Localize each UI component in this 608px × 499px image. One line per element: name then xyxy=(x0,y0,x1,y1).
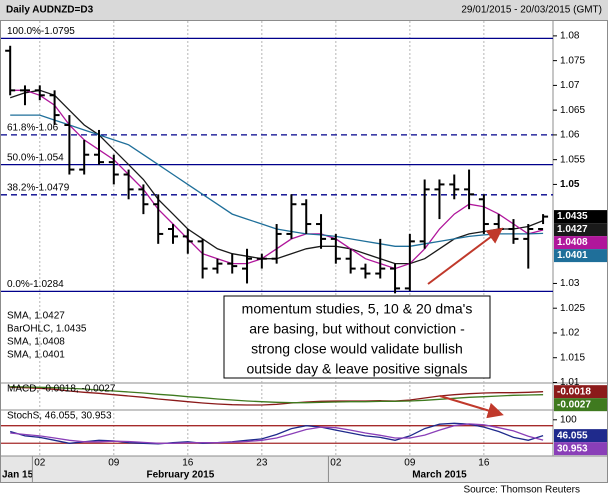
level-label: 50.0%-1.054 xyxy=(7,152,64,163)
y-tick-label: 1.075 xyxy=(560,55,585,66)
month-label: Jan 15 xyxy=(2,470,34,481)
series-line xyxy=(10,423,544,444)
y-tick-label: 1.06 xyxy=(560,130,580,141)
value-box-label: -0.0027 xyxy=(557,399,591,410)
level-label: 38.2%-1.0479 xyxy=(7,182,70,193)
value-box-label: 30.953 xyxy=(557,443,588,454)
x-tick-label: 16 xyxy=(478,458,490,469)
month-label: March 2015 xyxy=(412,470,467,481)
legend-entry: BarOHLC, 1.0435 xyxy=(7,324,87,335)
panel-title: MACD, -0.0018, -0.0027 xyxy=(7,384,116,395)
y-tick-label: 1.065 xyxy=(560,105,585,116)
legend-entry: SMA, 1.0408 xyxy=(7,337,65,348)
value-box xyxy=(554,223,607,237)
y-tick-label: 1.015 xyxy=(560,352,585,363)
annotation-line: outside day & leave positive signals xyxy=(246,361,467,377)
level-label: 0.0%-1.0284 xyxy=(7,279,64,290)
arrow xyxy=(427,227,504,285)
source: Source: Thomson Reuters xyxy=(463,485,580,496)
level-label: 61.8%-1.06 xyxy=(7,123,59,134)
y-tick-label: 1.03 xyxy=(560,278,580,289)
value-box-label: 1.0408 xyxy=(557,237,588,248)
series-line xyxy=(10,386,544,406)
value-box xyxy=(554,398,607,412)
header-bar xyxy=(0,0,608,20)
value-box-label: 46.055 xyxy=(557,430,588,441)
plot-layer: 02 09 16 23 02 09 16 Jan 15 February 2015 March 2… xyxy=(1,21,607,482)
y-tick-label: 1.055 xyxy=(560,154,585,165)
x-tick-label: 09 xyxy=(404,458,416,469)
y-tick-label: 1.08 xyxy=(560,31,580,42)
annotation-line: strong close would validate bullish xyxy=(251,341,463,357)
panel-title: StochS, 46.055, 30.953 xyxy=(7,411,112,422)
value-box-label: 1.0401 xyxy=(557,250,588,261)
value-box xyxy=(554,442,607,456)
chart-title: Daily AUDNZD=D3 xyxy=(6,5,94,16)
legend-entry: SMA, 1.0401 xyxy=(7,350,65,361)
x-axis-band xyxy=(1,456,607,482)
y-tick-label: 1.025 xyxy=(560,303,585,314)
value-box-label: -0.0018 xyxy=(557,386,591,397)
value-box-label: 1.0435 xyxy=(557,211,588,222)
series-line xyxy=(10,386,544,404)
x-tick-label: 02 xyxy=(330,458,342,469)
annotation-box xyxy=(223,295,491,379)
y-tick-label: 1.07 xyxy=(560,80,580,91)
value-box xyxy=(554,236,607,250)
y-tick-label: 1.01 xyxy=(560,377,580,388)
value-box-label: 1.0427 xyxy=(557,224,588,235)
x-tick-label: 02 xyxy=(34,458,46,469)
y-tick-label: 1.02 xyxy=(560,328,580,339)
value-box xyxy=(554,429,607,443)
annotation-line: momentum studies, 5, 10 & 20 dma's xyxy=(242,301,473,317)
y-tick-label: 100 xyxy=(560,414,577,425)
value-box xyxy=(554,385,607,399)
x-tick-label: 16 xyxy=(182,458,194,469)
annotation-line: are basing, but without conviction - xyxy=(249,321,465,337)
level-label: 100.0%-1.0795 xyxy=(7,26,75,37)
value-box xyxy=(554,249,607,263)
value-box xyxy=(554,210,607,224)
date-range: 29/01/2015 - 20/03/2015 (GMT) xyxy=(461,5,602,16)
y-tick-label: 1.05 xyxy=(560,179,580,190)
legend-entry: SMA, 1.0427 xyxy=(7,311,65,322)
x-tick-label: 09 xyxy=(108,458,120,469)
month-label: February 2015 xyxy=(146,470,214,481)
series-line xyxy=(10,422,544,445)
arrow xyxy=(439,395,504,419)
x-tick-label: 23 xyxy=(256,458,268,469)
